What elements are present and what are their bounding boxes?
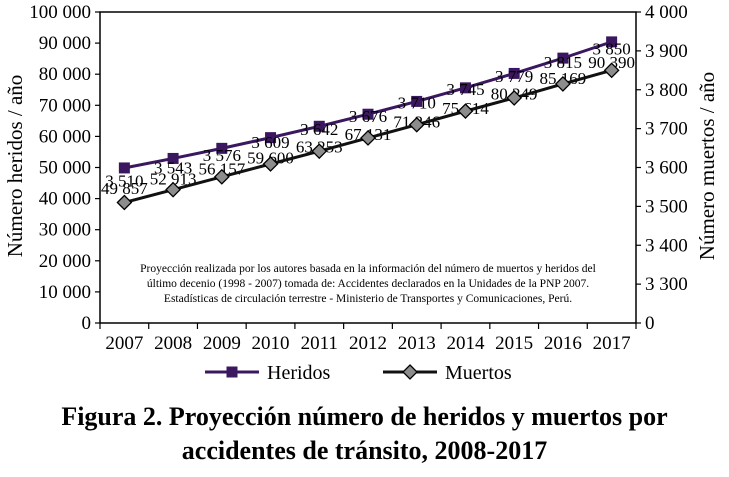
- muertos-data-label: 3 676: [349, 107, 387, 126]
- left-tick-label: 30 000: [39, 220, 91, 241]
- left-tick-label: 90 000: [39, 33, 91, 54]
- heridos-point: [216, 142, 228, 154]
- left-y-axis: 0 10 000 20 000 30 000 40 000 50 000 60 000 70 …: [29, 2, 100, 334]
- heridos-point: [362, 108, 374, 120]
- muertos-data-label: 3 576: [203, 146, 241, 165]
- legend-swatch-marker: [402, 364, 418, 380]
- heridos-line: [124, 40, 613, 170]
- right-y-axis: 0 3 300 3 400 3 500 3 600 3 700 3 800 3 900 4 00…: [636, 2, 688, 334]
- muertos-point: [311, 143, 328, 160]
- heridos-point: [411, 95, 423, 107]
- muertos-data-label: 3 850: [593, 39, 631, 58]
- x-tick-label: 2010: [252, 333, 290, 354]
- source-note-line-1: Proyección realizada por los autores bas…: [140, 263, 596, 275]
- heridos-point: [167, 152, 179, 164]
- right-tick-label: 0: [645, 313, 655, 334]
- right-tick-label: 3 800: [645, 80, 688, 101]
- muertos-data-label: 3 609: [251, 133, 289, 152]
- muertos-data-label: 3 745: [446, 80, 484, 99]
- source-note-line-3: Estadísticas de circulación terrestre - …: [164, 293, 572, 305]
- caption-line-1: Figura 2. Proyección número de heridos y…: [61, 402, 668, 431]
- x-tick-label: 2017: [593, 333, 631, 354]
- heridos-data-label: 90 390: [588, 53, 635, 72]
- legend-swatch-marker: [226, 366, 238, 378]
- right-tick-label: 3 600: [645, 158, 688, 179]
- x-tick-label: 2013: [398, 333, 436, 354]
- x-tick-label: 2016: [544, 333, 582, 354]
- x-tick-label: 2012: [349, 333, 387, 354]
- legend-label: Heridos: [267, 362, 331, 384]
- legend-item-muertos: Muertos: [383, 362, 512, 384]
- muertos-data-label: 3 642: [300, 120, 338, 139]
- muertos-data-label: 3 779: [495, 67, 533, 86]
- heridos-point: [118, 162, 130, 174]
- muertos-point: [262, 156, 279, 172]
- series-muertos: 3 510 3 543 3 576 3 609 3 642 3 676 3 710 3 745…: [105, 39, 631, 211]
- right-tick-label: 3 700: [645, 119, 688, 140]
- heridos-point: [459, 82, 471, 94]
- chart: 0 10 000 20 000 30 000 40 000 50 000 60 000 70 …: [3, 2, 719, 384]
- muertos-data-label: 3 543: [154, 159, 192, 178]
- right-tick-label: 4 000: [645, 2, 688, 23]
- heridos-data-label: 49 857: [101, 179, 148, 198]
- heridos-point: [265, 132, 277, 144]
- x-tick-label: 2009: [203, 333, 241, 354]
- left-tick-label: 10 000: [39, 282, 91, 303]
- x-tick-label: 2011: [301, 333, 338, 354]
- muertos-point: [116, 194, 133, 211]
- left-axis-title: Número heridos / año: [3, 75, 27, 258]
- left-tick-label: 0: [82, 313, 92, 334]
- legend-item-heridos: Heridos: [205, 362, 331, 384]
- x-tick-label: 2015: [495, 333, 533, 354]
- muertos-point: [457, 103, 474, 120]
- right-tick-label: 3 900: [645, 41, 688, 62]
- right-tick-label: 3 500: [645, 196, 688, 217]
- left-tick-label: 50 000: [39, 158, 91, 179]
- muertos-point: [213, 168, 230, 185]
- muertos-point: [408, 116, 425, 133]
- right-axis-title: Número muertos / año: [695, 72, 719, 260]
- heridos-data-label: 52 913: [150, 169, 197, 188]
- muertos-point: [360, 130, 376, 146]
- figure-caption: Figura 2. Proyección número de heridos y…: [0, 400, 729, 468]
- left-tick-label: 70 000: [39, 95, 91, 116]
- muertos-point: [165, 181, 182, 198]
- muertos-data-label: 3 815: [544, 53, 582, 72]
- left-tick-label: 20 000: [39, 251, 91, 272]
- heridos-point: [313, 120, 325, 132]
- legend-label: Muertos: [445, 362, 512, 384]
- muertos-point: [554, 75, 571, 92]
- x-tick-label: 2008: [154, 333, 192, 354]
- heridos-point: [557, 52, 569, 64]
- heridos-point: [606, 36, 618, 48]
- left-tick-label: 80 000: [39, 64, 91, 85]
- x-tick-label: 2007: [105, 333, 143, 354]
- left-tick-label: 100 000: [29, 2, 91, 23]
- right-tick-label: 3 300: [645, 274, 688, 295]
- left-tick-label: 60 000: [39, 126, 91, 147]
- left-tick-label: 40 000: [39, 189, 91, 210]
- muertos-point: [506, 89, 523, 106]
- source-note-line-2: último decenio (1998 - 2007) tomada de: …: [147, 278, 589, 290]
- x-tick-label: 2014: [446, 333, 485, 354]
- muertos-data-label: 3 710: [398, 94, 436, 113]
- x-axis: 2007 2008 2009 2010 2011 2012 2013 2014 2015 2016…: [99, 323, 637, 354]
- right-tick-label: 3 400: [645, 235, 688, 256]
- legend: Heridos Muertos: [205, 362, 512, 384]
- heridos-point: [508, 67, 520, 79]
- source-note: Proyección realizada por los autores bas…: [140, 263, 596, 305]
- muertos-point: [603, 62, 620, 79]
- muertos-data-label: 3 510: [105, 171, 143, 190]
- caption-line-2: accidentes de tránsito, 2008-2017: [181, 436, 548, 465]
